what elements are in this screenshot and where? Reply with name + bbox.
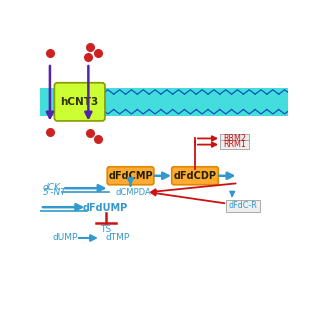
Text: RRM1: RRM1 bbox=[223, 140, 246, 149]
Text: dCK: dCK bbox=[43, 183, 60, 192]
FancyBboxPatch shape bbox=[220, 140, 249, 149]
Text: hCNT3: hCNT3 bbox=[60, 97, 99, 107]
Text: RRM2: RRM2 bbox=[223, 134, 246, 143]
Text: dFdC-R: dFdC-R bbox=[229, 201, 258, 210]
FancyBboxPatch shape bbox=[220, 134, 249, 143]
Text: 5'-NT: 5'-NT bbox=[43, 188, 66, 197]
FancyBboxPatch shape bbox=[54, 83, 105, 121]
Text: dFdCDP: dFdCDP bbox=[173, 171, 217, 181]
FancyBboxPatch shape bbox=[172, 167, 218, 185]
Text: dTMP: dTMP bbox=[106, 234, 130, 243]
Text: dUMP: dUMP bbox=[52, 234, 77, 243]
Bar bbox=[40, 88, 288, 116]
FancyBboxPatch shape bbox=[226, 200, 260, 212]
Text: dCMPDA: dCMPDA bbox=[115, 188, 151, 197]
Text: TS: TS bbox=[100, 225, 111, 234]
FancyBboxPatch shape bbox=[107, 167, 154, 185]
Text: dFdUMP: dFdUMP bbox=[83, 204, 128, 213]
Text: dFdCMP: dFdCMP bbox=[108, 171, 153, 181]
